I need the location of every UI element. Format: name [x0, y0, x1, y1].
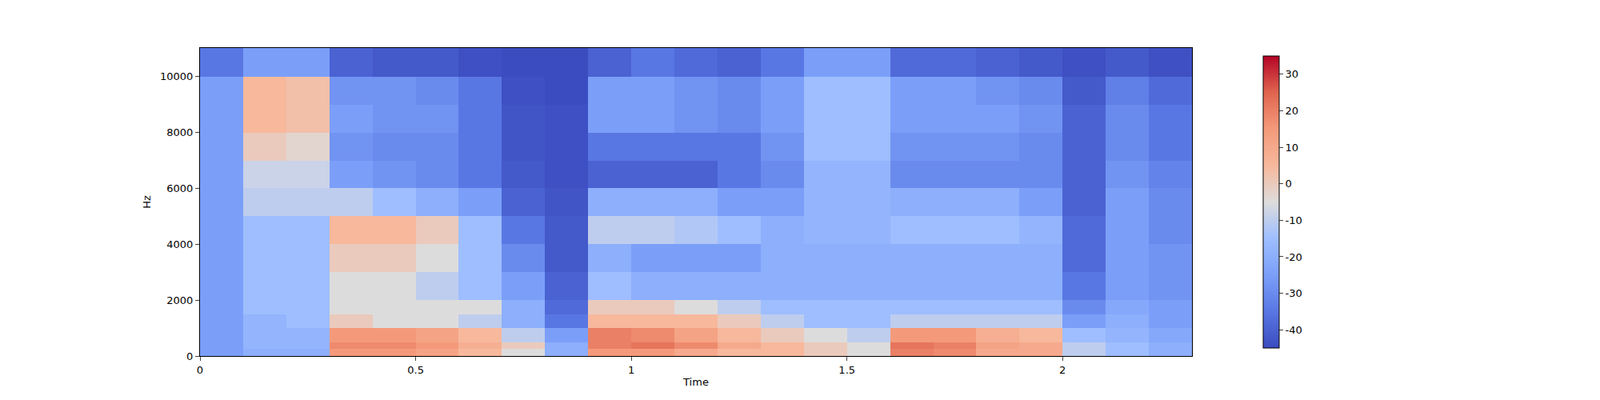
svg-text:-30: -30 — [1285, 287, 1303, 300]
svg-text:6000: 6000 — [166, 182, 193, 195]
svg-text:0: 0 — [196, 364, 204, 376]
svg-text:2000: 2000 — [166, 294, 193, 307]
svg-text:0: 0 — [186, 350, 193, 363]
svg-text:0.5: 0.5 — [407, 364, 424, 376]
svg-text:Time: Time — [682, 376, 709, 388]
svg-text:10: 10 — [1285, 141, 1300, 154]
svg-text:1.5: 1.5 — [838, 364, 856, 376]
svg-text:1: 1 — [628, 364, 635, 376]
svg-text:2: 2 — [1059, 364, 1066, 376]
svg-text:0: 0 — [1285, 177, 1292, 190]
svg-text:Hz: Hz — [140, 195, 153, 209]
svg-text:20: 20 — [1285, 104, 1300, 117]
svg-text:8000: 8000 — [166, 126, 193, 139]
svg-text:10000: 10000 — [160, 70, 193, 83]
svg-text:-10: -10 — [1285, 214, 1303, 227]
svg-text:30: 30 — [1285, 68, 1300, 80]
svg-text:-40: -40 — [1285, 324, 1303, 336]
svg-text:4000: 4000 — [166, 238, 193, 251]
svg-text:-20: -20 — [1285, 250, 1303, 263]
